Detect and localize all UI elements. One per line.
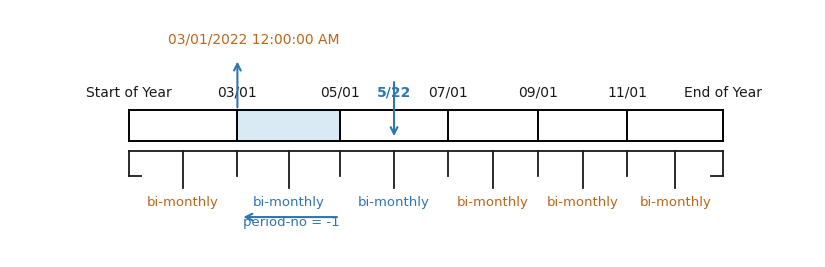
Text: 11/01: 11/01 — [607, 86, 648, 100]
Text: 5/22: 5/22 — [377, 86, 411, 100]
Text: 03/01: 03/01 — [218, 86, 257, 100]
Text: bi-monthly: bi-monthly — [639, 196, 711, 209]
Text: Start of Year: Start of Year — [86, 86, 172, 100]
Text: period-no = -1: period-no = -1 — [243, 217, 340, 229]
Bar — [238, 110, 340, 141]
Text: 07/01: 07/01 — [428, 86, 469, 100]
Text: 03/01/2022 12:00:00 AM: 03/01/2022 12:00:00 AM — [167, 32, 339, 46]
Text: bi-monthly: bi-monthly — [547, 196, 619, 209]
Text: End of Year: End of Year — [684, 86, 762, 100]
Text: 09/01: 09/01 — [518, 86, 558, 100]
Text: 05/01: 05/01 — [320, 86, 360, 100]
Text: bi-monthly: bi-monthly — [147, 196, 219, 209]
Text: bi-monthly: bi-monthly — [457, 196, 529, 209]
Text: bi-monthly: bi-monthly — [358, 196, 430, 209]
Text: bi-monthly: bi-monthly — [252, 196, 324, 209]
